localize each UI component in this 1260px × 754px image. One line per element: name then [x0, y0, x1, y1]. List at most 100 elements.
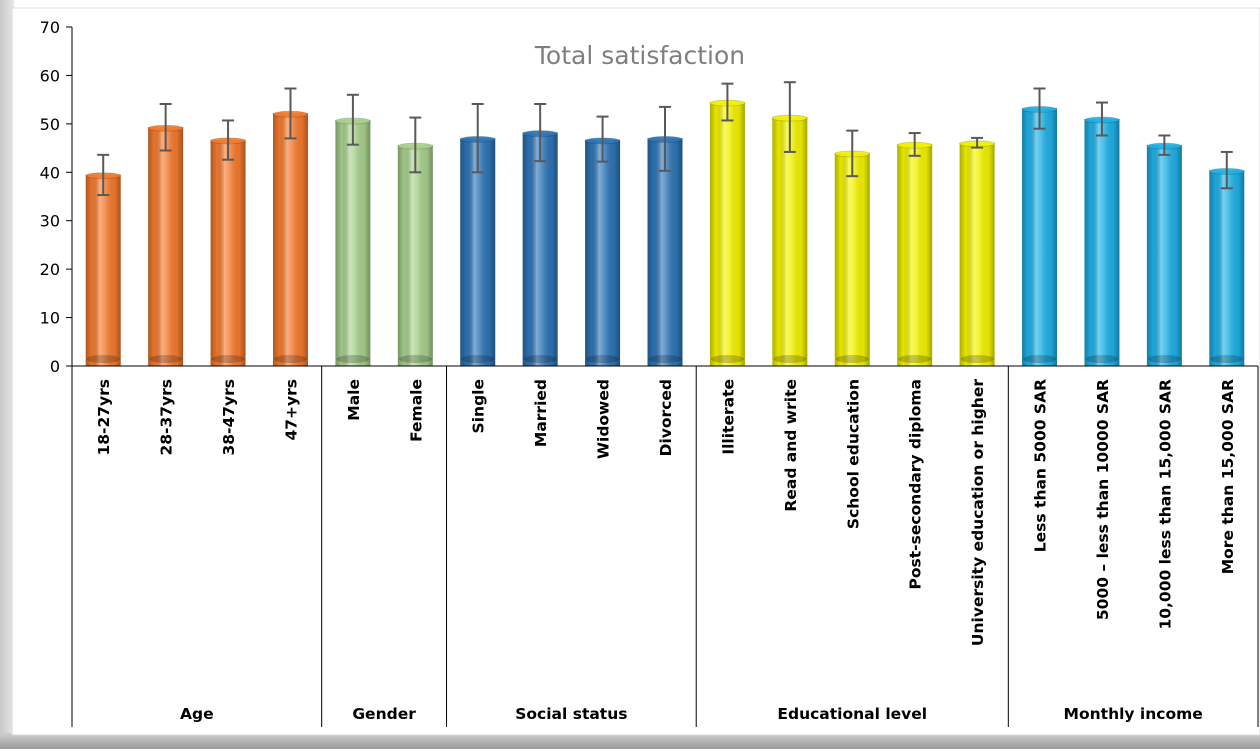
y-tick-label: 60	[40, 66, 60, 85]
error-bar	[971, 136, 984, 149]
error-bar	[346, 93, 359, 146]
x-tick-label: Read and write	[782, 379, 800, 512]
bar-base-shadow	[461, 355, 495, 363]
bar-base-shadow	[1147, 355, 1181, 363]
x-tick-label: Illiterate	[719, 379, 737, 455]
error-bar	[1033, 87, 1046, 130]
bar-gloss	[85, 174, 121, 366]
x-tick-label: 5000 – less than 10000 SAR	[1094, 379, 1112, 620]
bars	[85, 99, 1245, 367]
bar-base-shadow	[86, 355, 120, 363]
bar-base-shadow	[523, 355, 557, 363]
bar	[210, 137, 247, 366]
bar-base-shadow	[898, 355, 932, 363]
bar	[1083, 116, 1120, 366]
bar	[709, 99, 746, 367]
bar-gloss	[585, 139, 621, 366]
bar-base-shadow	[710, 355, 744, 363]
bar	[459, 135, 496, 366]
bar	[522, 130, 559, 366]
error-bar	[1158, 134, 1171, 156]
bar	[85, 172, 122, 366]
x-tick-label: School education	[844, 379, 862, 529]
error-bar	[409, 116, 422, 174]
bar-gloss	[1209, 170, 1245, 366]
x-tick-label: Male	[345, 379, 363, 421]
x-tick-label: Post-secondary diploma	[907, 379, 925, 589]
bar	[1146, 142, 1183, 366]
bar-gloss	[335, 119, 371, 367]
bar-base-shadow	[1085, 355, 1119, 363]
y-tick-label: 70	[40, 18, 60, 37]
bar-base-shadow	[586, 355, 620, 363]
bar	[647, 135, 683, 366]
bar-gloss	[834, 152, 870, 366]
bar	[896, 141, 933, 366]
x-tick-labels: 18-27yrs 28-37yrs 38-47yrs 47+yrs Male Female…	[72, 365, 1258, 646]
bar-gloss	[397, 145, 433, 366]
x-tick-label: 10,000 less than 15,000 SAR	[1156, 379, 1174, 630]
y-tick-label: 40	[40, 163, 60, 182]
error-bar	[534, 103, 547, 163]
y-tick-label: 30	[40, 212, 60, 231]
error-bar	[596, 115, 609, 163]
bar	[334, 117, 371, 367]
x-tick-label: More than 15,000 SAR	[1219, 379, 1237, 574]
bar-base-shadow	[960, 355, 994, 363]
error-bar	[846, 129, 859, 178]
error-bar	[1220, 150, 1233, 190]
group-label: Age	[180, 705, 214, 723]
error-bars	[97, 81, 1233, 197]
x-tick-label: 28-37yrs	[158, 379, 176, 456]
bar-base-shadow	[149, 355, 183, 363]
bar-base-shadow	[835, 355, 869, 363]
y-tick-label: 20	[40, 260, 60, 279]
bar-gloss	[897, 144, 933, 366]
group-label: Educational level	[777, 705, 927, 723]
bar-base-shadow	[273, 355, 307, 363]
bar	[397, 142, 434, 366]
bar-gloss	[148, 127, 184, 366]
bar-gloss	[647, 138, 683, 366]
group-label: Monthly income	[1064, 705, 1203, 723]
bar-base-shadow	[211, 355, 245, 363]
bar-gloss	[709, 102, 745, 367]
x-tick-label: University education or higher	[969, 379, 987, 646]
bar	[584, 137, 621, 366]
bar-gloss	[522, 132, 558, 366]
bar-gloss	[1084, 119, 1120, 366]
x-tick-label: 38-47yrs	[220, 379, 238, 456]
group-label: Social status	[515, 705, 627, 723]
x-tick-label: Less than 5000 SAR	[1032, 379, 1050, 552]
x-tick-label: Female	[407, 379, 425, 442]
y-tick-label: 50	[40, 115, 60, 134]
error-bar	[659, 105, 671, 172]
bar-gloss	[460, 138, 496, 366]
bar-gloss	[1022, 108, 1058, 367]
x-tick-label: Single	[470, 379, 488, 433]
error-bar	[284, 87, 297, 140]
bar	[834, 150, 871, 366]
error-bar	[721, 82, 734, 122]
bar-gloss	[1146, 145, 1182, 366]
frame-bottom-shadow	[0, 733, 1260, 749]
bar-gloss	[959, 142, 995, 366]
bar-base-shadow	[1210, 355, 1244, 363]
bar-gloss	[210, 139, 246, 366]
frame-background	[11, 7, 1260, 736]
error-bar	[159, 103, 172, 152]
bar	[1208, 167, 1245, 366]
group-label: Gender	[352, 705, 416, 723]
x-tick-label: 47+yrs	[282, 379, 300, 441]
bar-gloss	[272, 113, 308, 367]
error-bar	[97, 153, 110, 197]
bar-base-shadow	[336, 355, 370, 363]
error-bar	[908, 132, 921, 157]
bar-gloss	[772, 117, 808, 366]
bar-base-shadow	[1023, 355, 1057, 363]
bar	[1021, 105, 1058, 367]
error-bar	[1095, 101, 1108, 137]
y-tick-label: 10	[40, 309, 60, 328]
bar-base-shadow	[648, 355, 682, 363]
